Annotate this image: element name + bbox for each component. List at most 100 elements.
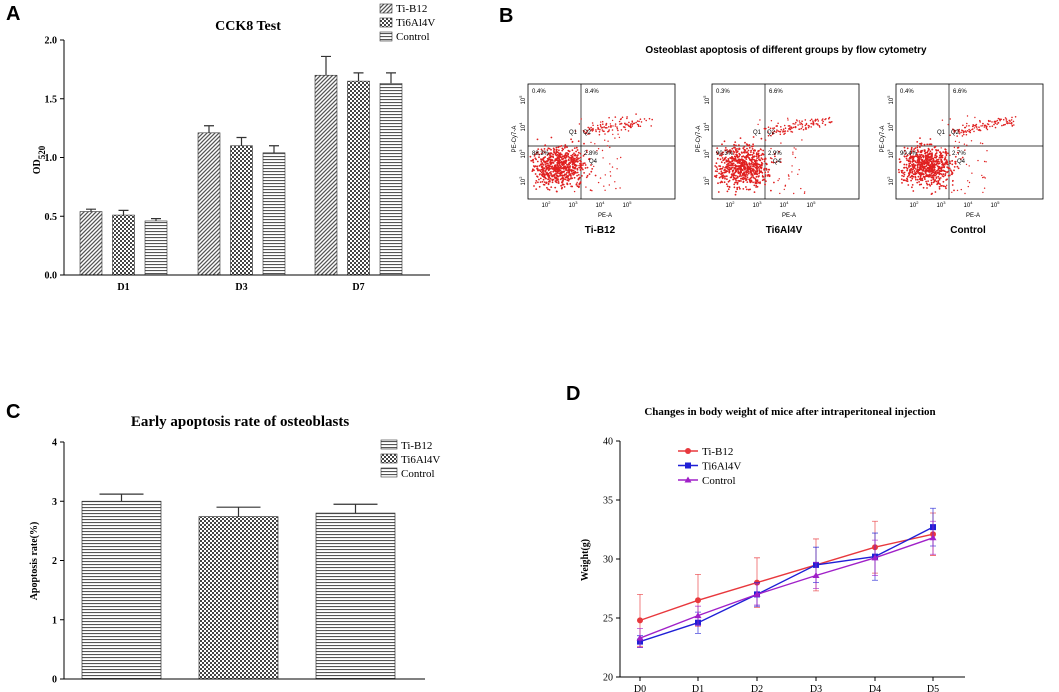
flow-dot <box>942 175 945 178</box>
flow-dot <box>577 151 580 154</box>
flow-dot <box>748 164 751 166</box>
flow-dot <box>579 152 582 155</box>
flow-dot <box>760 154 763 157</box>
flow-dot <box>920 163 923 166</box>
flow-dot <box>614 125 617 127</box>
flow-dot <box>567 177 570 180</box>
flow-dot <box>939 151 941 153</box>
flow-dot <box>591 122 594 124</box>
flow-dot <box>898 171 900 174</box>
flow-dot <box>764 171 767 174</box>
flow-dot <box>767 126 770 128</box>
flow-dot <box>554 159 557 162</box>
flow-dot <box>739 187 741 190</box>
flow-dot <box>544 170 547 173</box>
flow-dot <box>752 171 755 173</box>
flow-xtick-label: 104 <box>596 200 606 209</box>
flow-xtick-label: 104 <box>780 200 790 209</box>
flow-dot <box>735 190 737 193</box>
flow-dot <box>579 163 582 166</box>
flow-dot <box>928 183 931 186</box>
flow-dot <box>797 173 799 175</box>
flow-dot <box>777 122 779 125</box>
flow-dot <box>788 125 791 127</box>
flow-dot <box>534 173 537 175</box>
flow-dot <box>742 178 745 181</box>
flow-dot <box>964 192 966 195</box>
flow-dot <box>612 125 614 127</box>
flow-dot <box>921 179 924 182</box>
flow-dot <box>754 182 757 185</box>
flow-dot <box>951 163 954 166</box>
flow-dot <box>920 142 923 145</box>
flow-dot <box>556 177 558 180</box>
flow-dot <box>756 162 758 165</box>
flow-dot <box>910 146 913 149</box>
flow-dot <box>749 181 752 184</box>
flow-xtick-label: 105 <box>807 200 817 209</box>
flow-dot <box>1000 118 1002 121</box>
flow-xaxis-label: PE-A <box>966 213 980 219</box>
flow-dot <box>610 126 612 128</box>
flow-dot <box>724 177 726 180</box>
flow-dot <box>611 129 614 131</box>
chart-c-errorbar <box>216 506 261 517</box>
flow-dot <box>624 126 626 129</box>
flow-dot <box>937 180 940 183</box>
flow-dot <box>597 148 600 150</box>
flow-dot <box>614 137 616 139</box>
flow-dot <box>916 145 919 147</box>
flow-dot <box>902 172 905 175</box>
flow-dot <box>951 184 954 186</box>
flow-dot <box>828 118 830 120</box>
chart-d-legend-marker <box>684 476 692 483</box>
flow-dot <box>767 171 769 173</box>
flow-dot <box>906 147 909 150</box>
flow-dot <box>549 177 552 180</box>
flow-dot <box>565 154 567 157</box>
flow-dot <box>601 149 604 152</box>
flow-dot <box>764 184 766 186</box>
flow-dot <box>742 147 745 150</box>
flow-dot <box>916 161 918 164</box>
flow-dot <box>953 131 955 133</box>
flow-dot <box>602 123 604 125</box>
flow-dot <box>574 154 577 157</box>
flow-dot <box>746 176 749 179</box>
flow-dot <box>764 174 767 177</box>
flow-dot <box>718 172 720 175</box>
flow-dot <box>918 159 921 162</box>
flow-dot <box>929 138 932 140</box>
flow-dot <box>790 126 793 128</box>
flow-dot <box>746 174 749 176</box>
flow-dot <box>546 157 549 160</box>
flow-dot <box>742 176 745 179</box>
flow-dot <box>555 168 558 171</box>
flow-dot <box>570 138 572 141</box>
flow-dot <box>755 166 758 169</box>
flow-dot <box>802 128 805 131</box>
flow-dot <box>916 163 919 166</box>
flow-dot <box>636 120 639 122</box>
flow-dot <box>778 178 780 180</box>
chart-c-errorbar <box>99 493 144 502</box>
flow-dot <box>930 161 933 164</box>
flow-dot <box>938 182 940 185</box>
flow-dot <box>714 170 717 173</box>
flow-dot <box>550 186 553 189</box>
flow-dot <box>556 153 559 156</box>
flow-dot <box>916 154 919 156</box>
flow-dot <box>927 156 930 159</box>
flow-dot <box>977 129 980 131</box>
flow-dot <box>818 125 821 127</box>
flow-dot <box>731 155 733 158</box>
flow-dot <box>739 175 742 177</box>
flow-dot <box>912 157 915 160</box>
flow-dot <box>934 191 937 193</box>
flow-dot <box>916 166 919 169</box>
chart-a-bar-control-d7 <box>379 83 403 276</box>
flow-dot <box>564 153 567 156</box>
flow-dot <box>726 170 729 173</box>
flow-dot <box>715 151 718 154</box>
flow-dot <box>791 131 794 133</box>
